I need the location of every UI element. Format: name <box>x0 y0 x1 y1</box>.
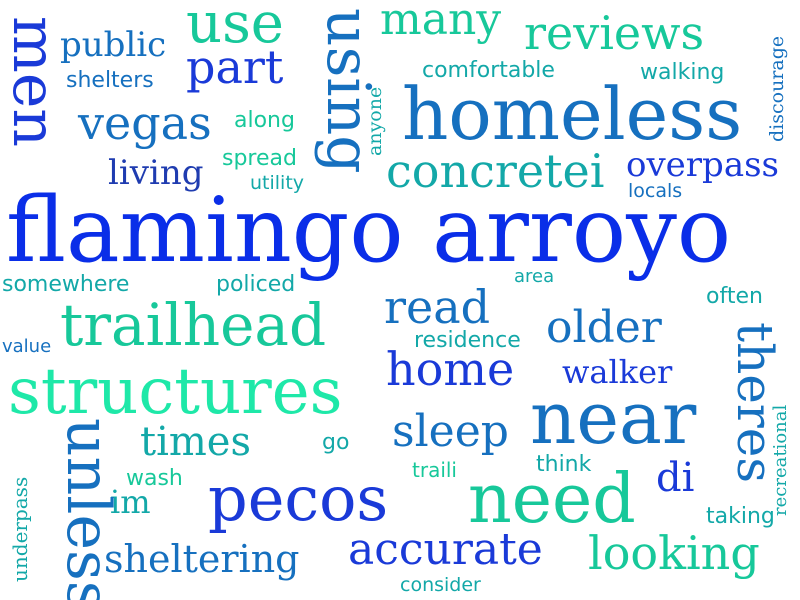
word-structures: structures <box>8 355 343 429</box>
word-reviews: reviews <box>524 6 705 60</box>
word-utility: utility <box>250 172 305 194</box>
word-older: older <box>546 302 662 353</box>
word-overpass: overpass <box>626 145 779 185</box>
word-im: im <box>110 483 151 521</box>
word-unless: unless <box>53 418 123 600</box>
word-public: public <box>60 25 167 65</box>
word-somewhere: somewhere <box>2 272 130 297</box>
word-pecos: pecos <box>208 462 389 535</box>
word-recreational: recreational <box>770 404 791 516</box>
word-vegas: vegas <box>78 96 212 150</box>
word-read: read <box>384 280 491 334</box>
word-shelters: shelters <box>66 68 154 93</box>
word-area: area <box>514 266 555 287</box>
word-anyone: anyone <box>364 86 386 156</box>
word-sleep: sleep <box>392 406 509 457</box>
word-underpass: underpass <box>8 476 32 582</box>
word-looking: looking <box>588 526 760 580</box>
word-policed: policed <box>216 272 296 297</box>
word-walking: walking <box>640 60 725 85</box>
word-go: go <box>322 430 350 455</box>
word-times: times <box>140 419 251 465</box>
word-wash: wash <box>126 466 183 491</box>
word-flamingo-arroyo: flamingo arroyo <box>6 178 732 283</box>
word-near: near <box>530 376 697 460</box>
word-consider: consider <box>400 574 481 596</box>
word-along: along <box>234 108 295 133</box>
word-accurate: accurate <box>348 524 543 575</box>
word-often: often <box>706 284 763 309</box>
word-part: part <box>186 40 284 94</box>
word-men: men <box>0 16 69 148</box>
word-home: home <box>386 342 515 396</box>
word-locals: locals <box>628 180 683 202</box>
word-homeless: homeless <box>402 72 743 156</box>
word-discourage: discourage <box>766 35 788 142</box>
word-comfortable: comfortable <box>422 58 555 83</box>
word-di: di <box>656 455 695 501</box>
word-need: need <box>468 460 636 539</box>
word-think: think <box>536 452 592 477</box>
word-use: use <box>186 0 284 56</box>
word-sheltering: sheltering <box>104 537 300 581</box>
word-trailhead: trailhead <box>60 291 327 359</box>
word-many: many <box>380 0 502 45</box>
word-taking: taking <box>706 504 775 529</box>
word-traili: traili <box>412 458 457 482</box>
word-walker: walker <box>562 353 673 391</box>
word-concretei: concretei <box>386 144 605 198</box>
word-living: living <box>108 153 204 193</box>
word-value: value <box>2 336 52 357</box>
word-spread: spread <box>222 146 297 171</box>
word-residence: residence <box>414 328 521 353</box>
